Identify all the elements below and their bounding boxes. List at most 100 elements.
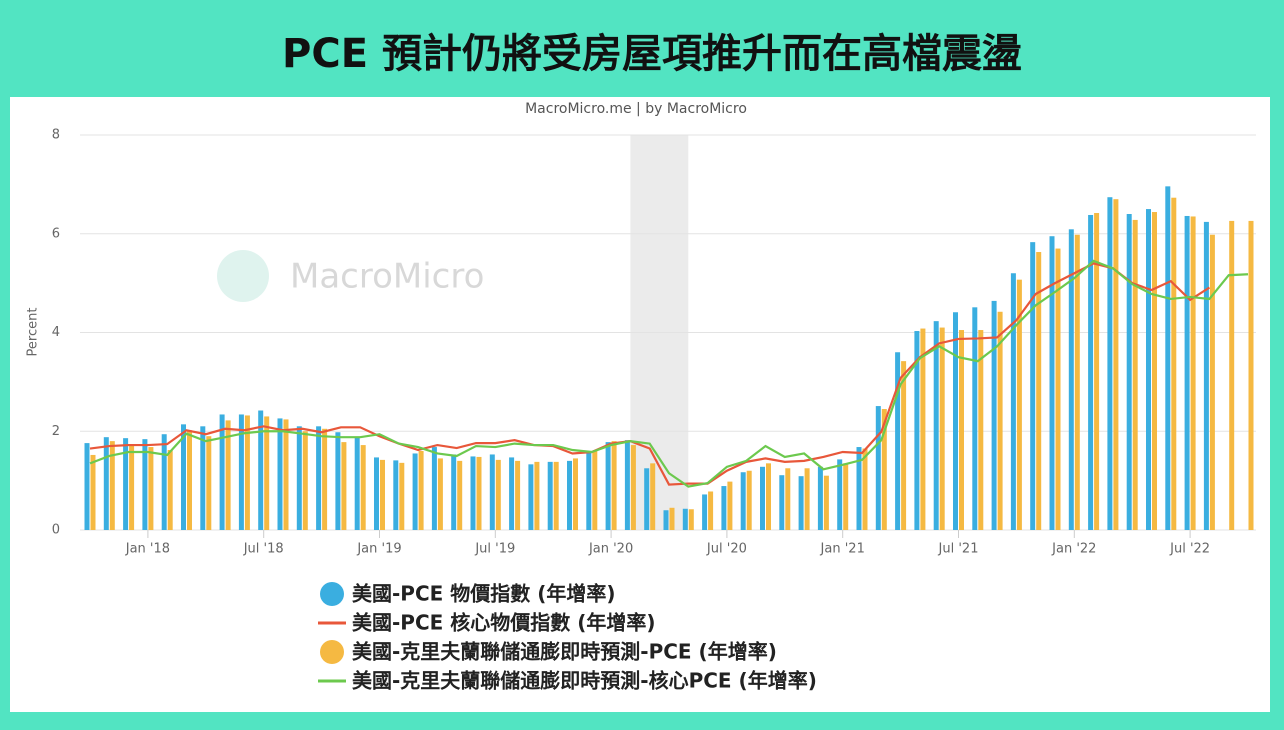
bar bbox=[688, 509, 694, 530]
bar bbox=[1165, 186, 1171, 530]
bar bbox=[856, 447, 862, 530]
y-tick-label: 8 bbox=[52, 128, 60, 143]
bar bbox=[702, 494, 708, 530]
y-tick-label: 0 bbox=[52, 523, 60, 538]
bar bbox=[997, 311, 1003, 530]
bar bbox=[779, 475, 785, 530]
bar bbox=[1030, 242, 1036, 531]
y-tick-label: 4 bbox=[52, 325, 60, 340]
bar bbox=[219, 414, 225, 530]
bar bbox=[553, 461, 559, 530]
legend-label: 美國-PCE 物價指數 (年增率) bbox=[352, 582, 616, 606]
bar bbox=[746, 470, 752, 530]
bar bbox=[920, 328, 926, 530]
legend-label: 美國-克里夫蘭聯儲通膨即時預測-PCE (年增率) bbox=[352, 640, 777, 664]
bar bbox=[1074, 234, 1080, 531]
bar bbox=[277, 418, 283, 530]
x-tick-label: Jan '20 bbox=[588, 542, 633, 557]
bar bbox=[322, 428, 328, 530]
bar bbox=[624, 440, 630, 530]
subtitle: MacroMicro.me | by MacroMicro bbox=[525, 101, 747, 117]
bar bbox=[258, 410, 264, 530]
legend-label: 美國-PCE 核心物價指數 (年增率) bbox=[352, 611, 656, 635]
line bbox=[89, 262, 1210, 486]
bar bbox=[1068, 229, 1074, 530]
bar bbox=[881, 409, 887, 530]
bar bbox=[476, 456, 482, 530]
bar bbox=[451, 454, 457, 530]
bar bbox=[457, 460, 463, 530]
x-tick-label: Jan '22 bbox=[1051, 542, 1096, 557]
x-tick-label: Jul '19 bbox=[474, 542, 515, 557]
x-tick-label: Jan '19 bbox=[356, 542, 401, 557]
bar bbox=[380, 459, 385, 530]
bar bbox=[785, 468, 791, 530]
bar bbox=[547, 461, 553, 530]
bar bbox=[663, 510, 669, 530]
bar bbox=[393, 460, 399, 530]
bar bbox=[721, 486, 727, 530]
legend-label: 美國-克里夫蘭聯儲通膨即時預測-核心PCE (年增率) bbox=[352, 669, 817, 693]
bar bbox=[167, 450, 173, 530]
bar bbox=[129, 445, 135, 530]
bar bbox=[534, 461, 540, 530]
bar bbox=[109, 441, 115, 530]
bar bbox=[630, 445, 636, 530]
legend-marker bbox=[320, 582, 344, 606]
bar bbox=[1190, 216, 1196, 530]
x-tick-label: Jul '18 bbox=[243, 542, 284, 557]
bar bbox=[1203, 221, 1209, 530]
bar bbox=[264, 416, 270, 530]
bar bbox=[200, 426, 206, 530]
bar bbox=[1036, 252, 1042, 531]
bar bbox=[1016, 279, 1022, 530]
bar bbox=[843, 463, 849, 530]
bar bbox=[1229, 220, 1235, 530]
bar bbox=[302, 431, 308, 530]
bar bbox=[1094, 213, 1100, 530]
bar bbox=[335, 432, 341, 530]
bar bbox=[181, 424, 186, 530]
bar bbox=[650, 463, 656, 530]
x-tick-label: Jan '21 bbox=[820, 542, 865, 557]
bar bbox=[1209, 234, 1215, 531]
bar bbox=[470, 456, 476, 530]
bar bbox=[740, 472, 746, 530]
y-tick-label: 2 bbox=[52, 424, 60, 439]
bar bbox=[875, 406, 881, 530]
bar bbox=[1126, 214, 1132, 530]
bar bbox=[148, 447, 154, 530]
bar bbox=[225, 420, 231, 530]
bar bbox=[972, 307, 978, 530]
bar bbox=[244, 415, 250, 530]
bar bbox=[766, 463, 771, 530]
bar bbox=[431, 447, 437, 530]
bar bbox=[1146, 209, 1151, 530]
bar bbox=[682, 508, 688, 530]
bar bbox=[798, 476, 804, 530]
bar bbox=[959, 330, 964, 530]
x-tick-label: Jan '18 bbox=[125, 542, 170, 557]
bar bbox=[823, 475, 829, 530]
bar bbox=[437, 458, 443, 530]
bar bbox=[573, 458, 578, 530]
bar bbox=[1055, 248, 1061, 530]
bar bbox=[418, 451, 424, 530]
bar bbox=[991, 300, 997, 530]
bar bbox=[495, 459, 501, 530]
bar bbox=[316, 426, 322, 530]
x-tick-label: Jul '20 bbox=[706, 542, 747, 557]
bar bbox=[895, 352, 901, 530]
bar bbox=[283, 419, 289, 530]
watermark-logo bbox=[217, 250, 269, 302]
bar bbox=[1132, 219, 1138, 531]
bar bbox=[817, 466, 823, 530]
bar bbox=[296, 426, 302, 530]
bar bbox=[605, 442, 611, 530]
bar bbox=[592, 451, 598, 530]
bar bbox=[1171, 197, 1177, 531]
bar bbox=[760, 466, 765, 530]
bar bbox=[727, 481, 733, 530]
x-tick-label: Jul '22 bbox=[1169, 542, 1210, 557]
